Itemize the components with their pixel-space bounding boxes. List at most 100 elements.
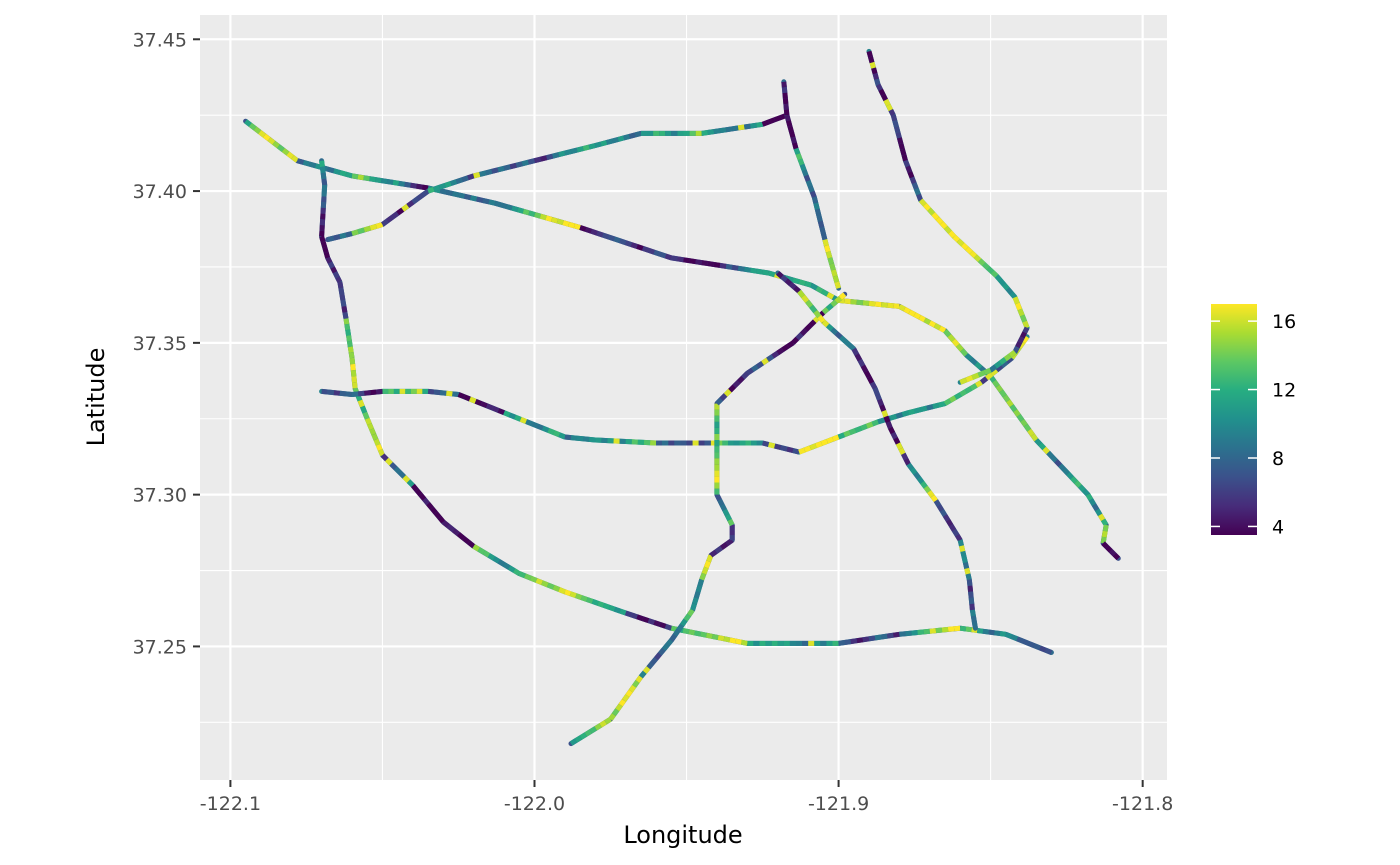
road-segment — [966, 579, 973, 586]
road-segment — [805, 299, 814, 308]
road-segment — [647, 618, 655, 625]
road-segment — [672, 628, 681, 637]
road-series — [568, 291, 848, 747]
road-segment — [895, 442, 903, 450]
road-segment — [969, 603, 975, 611]
road-segment — [357, 390, 365, 397]
road-segment — [291, 155, 299, 163]
road-segment — [1033, 643, 1041, 651]
road-segment — [920, 481, 928, 489]
road-segment — [1010, 634, 1019, 642]
road-segment — [1034, 438, 1043, 446]
road-segment — [385, 457, 393, 466]
road-segment — [803, 445, 812, 453]
road-segment — [370, 389, 377, 396]
road-segment — [533, 156, 542, 164]
road-segment — [862, 300, 870, 306]
road-segment — [899, 631, 906, 637]
road-segment — [439, 390, 447, 396]
road-segment — [701, 566, 709, 575]
road-segment — [457, 392, 466, 400]
road-segment — [782, 98, 789, 105]
road-segment — [817, 314, 826, 324]
road-segment — [903, 306, 911, 314]
road-segment — [903, 159, 911, 168]
road-segment — [821, 319, 830, 328]
road-segment — [337, 281, 344, 289]
road-segment — [664, 623, 673, 631]
road-segment — [1009, 404, 1018, 413]
road-segment — [528, 210, 536, 217]
road-segment — [1042, 446, 1051, 455]
road-segment — [599, 720, 607, 728]
road-segment — [1008, 349, 1017, 358]
road-segment — [745, 367, 754, 376]
road-segment — [713, 128, 721, 135]
road-segment — [339, 170, 347, 177]
road-segment — [767, 270, 776, 278]
x-axis-title: Longitude — [623, 821, 742, 849]
road-segment — [830, 269, 838, 277]
road-segment — [533, 212, 542, 219]
road-segment — [843, 339, 852, 347]
road-segment — [927, 490, 935, 498]
road-segment — [827, 257, 835, 265]
road-segment — [797, 158, 805, 166]
road-segment — [690, 603, 697, 611]
road-segment — [724, 513, 732, 522]
road-segment — [319, 235, 326, 243]
road-segment — [736, 375, 745, 384]
road-segment — [343, 318, 350, 325]
road-segment — [636, 244, 644, 251]
road-segment — [953, 625, 961, 632]
road-segment — [700, 631, 707, 638]
road-segment — [960, 550, 967, 558]
road-segment — [995, 384, 1004, 393]
road-segment — [335, 276, 343, 284]
road-segment — [357, 399, 365, 408]
road-segment — [943, 398, 952, 406]
road-segment — [694, 630, 702, 637]
road-segment — [584, 729, 593, 737]
road-segment — [594, 141, 602, 148]
road-segment — [539, 213, 547, 221]
road-segment — [653, 620, 661, 627]
road-segment — [990, 368, 999, 377]
road-segment — [923, 317, 931, 325]
road-segment — [851, 347, 860, 356]
road-segment — [352, 382, 358, 389]
road-segment — [939, 509, 948, 517]
road-segment — [820, 438, 829, 446]
road-segment — [888, 108, 896, 117]
road-segment — [418, 493, 427, 501]
road-segment — [994, 630, 1001, 636]
road-segment — [1003, 353, 1012, 362]
road-segment — [832, 275, 840, 283]
road-segment — [820, 232, 828, 241]
road-segment — [342, 312, 349, 320]
road-segment — [918, 315, 926, 323]
road-segment — [911, 182, 919, 190]
road-segment — [857, 359, 866, 367]
road-segment — [653, 249, 661, 257]
road-segment — [877, 398, 884, 407]
road-segment — [788, 282, 797, 290]
road-segment — [1102, 524, 1109, 532]
road-segment — [422, 497, 431, 506]
road-segment — [955, 343, 964, 352]
road-segment — [457, 192, 466, 199]
road-segment — [604, 717, 612, 725]
road-segment — [969, 609, 976, 617]
road-segment — [798, 447, 806, 455]
road-segment — [756, 268, 764, 275]
road-segment — [959, 545, 966, 553]
road-segment — [973, 254, 982, 263]
road-segment — [657, 647, 666, 656]
road-segment — [699, 572, 707, 581]
road-segment — [809, 443, 817, 451]
road-segment — [1038, 442, 1047, 451]
road-segment — [482, 198, 490, 205]
road-segment — [1027, 641, 1036, 649]
road-segment — [410, 483, 419, 492]
road-segment — [834, 281, 841, 289]
